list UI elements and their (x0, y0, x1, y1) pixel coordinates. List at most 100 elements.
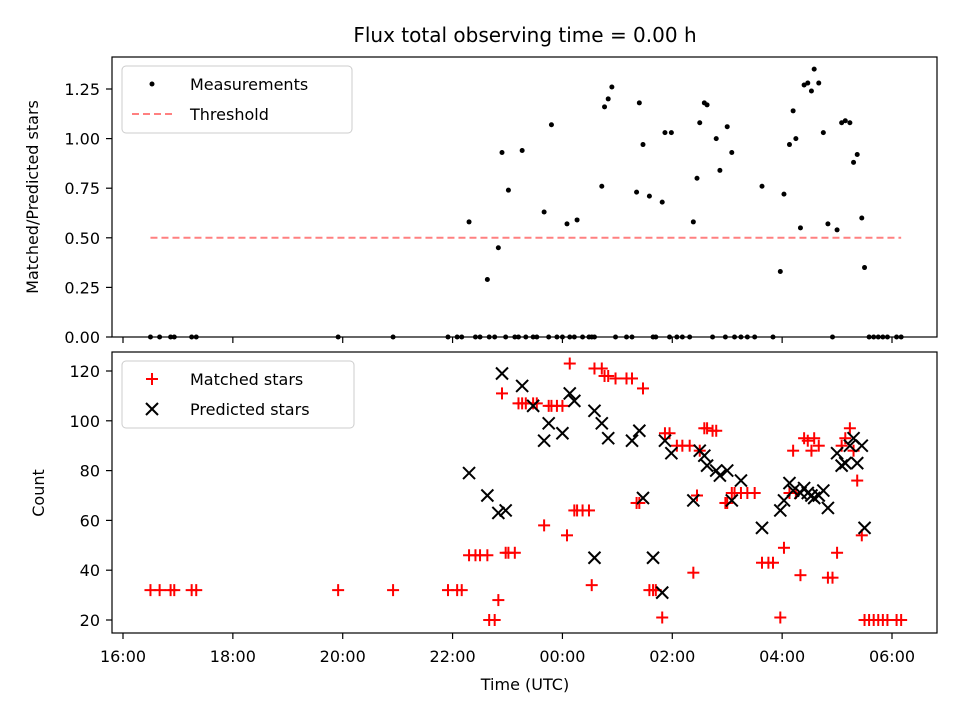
measurement-point (713, 136, 719, 142)
predicted-star-point (700, 458, 714, 473)
predicted-star-point (555, 426, 570, 440)
matched-star-point (777, 541, 790, 554)
measurement-point (640, 142, 646, 148)
measurement-point (847, 120, 853, 126)
top-panel: 0.00 0.25 0.50 0.75 1.00 1.25 Matched/Predict… (23, 56, 938, 347)
measurement-point (602, 104, 608, 110)
measurement-point (605, 96, 611, 102)
matched-star-point (538, 519, 551, 532)
measurement-point (634, 189, 640, 195)
matched-star-point (582, 504, 595, 517)
predicted-star-point (462, 466, 476, 480)
matched-star-point (794, 569, 807, 582)
measurement-point (466, 219, 472, 225)
predicted-star-point (686, 493, 701, 508)
measurement-point (851, 159, 857, 165)
matched-star-point (748, 487, 761, 500)
top-y-axis-label: Matched/Predicted stars (23, 100, 42, 294)
matched-star-point (801, 434, 814, 447)
measurement-point (781, 191, 787, 197)
predicted-star-point (541, 416, 556, 430)
x-axis-label: Time (UTC) (480, 675, 569, 694)
legend-predicted-label: Predicted stars (190, 400, 310, 419)
top-y-tick-label: 1.25 (64, 80, 100, 99)
measurement-point (777, 269, 783, 275)
matched-star-point (496, 387, 509, 400)
legend-matched-label: Matched stars (190, 370, 303, 389)
measurement-point (495, 245, 501, 251)
predicted-star-point (734, 473, 748, 488)
predicted-star-point (491, 506, 506, 520)
top-plot-area (147, 66, 904, 340)
measurement-point (636, 100, 642, 106)
predicted-star-point (720, 463, 734, 478)
predicted-star-point (646, 551, 660, 565)
predicted-star-point (773, 503, 788, 518)
top-y-tick-label: 1.00 (64, 130, 100, 149)
x-tick-label: 22:00 (430, 647, 476, 666)
predicted-star-point (843, 438, 857, 453)
matched-star-point (808, 432, 821, 445)
predicted-star-point (601, 431, 615, 445)
measurement-point (859, 215, 865, 221)
x-tick-label: 18:00 (210, 647, 256, 666)
matched-star-point (710, 424, 723, 437)
matched-star-point (831, 546, 844, 559)
legend-measurements-marker (149, 81, 155, 87)
matched-star-point (455, 584, 468, 597)
matched-star-point (626, 372, 639, 385)
matched-star-point (561, 529, 574, 542)
bottom-plot-area (144, 357, 908, 626)
measurement-point (717, 167, 723, 173)
top-y-tick-label: 0.50 (64, 229, 100, 248)
predicted-star-point (816, 483, 831, 498)
matched-star-point (805, 444, 818, 457)
measurement-point (548, 122, 554, 128)
measurement-point (786, 142, 792, 148)
predicted-star-point (755, 521, 769, 535)
legend-predicted-marker (145, 402, 159, 416)
measurement-point (541, 209, 547, 215)
predicted-star-point (838, 456, 853, 470)
predicted-star-point (632, 424, 647, 438)
measurement-point (574, 217, 580, 223)
top-y-tick-label: 0.25 (64, 278, 100, 297)
measurement-point (759, 183, 765, 189)
predicted-star-point (664, 446, 679, 460)
matched-star-point (701, 422, 714, 435)
top-y-tick-label: 0.75 (64, 179, 100, 198)
measurement-point (505, 187, 511, 193)
measurement-point (839, 120, 845, 126)
measurement-point (564, 221, 570, 227)
measurement-point (825, 221, 831, 227)
predicted-star-point (526, 399, 540, 413)
measurement-point (790, 108, 796, 114)
measurement-point (662, 130, 668, 136)
predicted-star-point (587, 551, 602, 565)
measurement-point (729, 149, 735, 155)
x-tick-label: 00:00 (539, 647, 585, 666)
bottom-legend-frame (121, 360, 355, 429)
matched-star-point (488, 614, 501, 626)
predicted-star-point (855, 438, 869, 453)
measurement-point (646, 193, 652, 199)
measurement-point (499, 149, 505, 155)
measurement-point (668, 130, 674, 136)
predicted-star-point (636, 491, 650, 505)
matched-star-point (609, 372, 622, 385)
bottom-axes-frame (111, 351, 938, 634)
bottom-y-tick-label: 60 (80, 511, 100, 530)
x-tick-label: 04:00 (759, 647, 805, 666)
top-y-tick-label: 0.00 (64, 328, 100, 347)
measurement-point (842, 118, 848, 124)
measurement-point (690, 219, 696, 225)
matched-star-point (774, 611, 787, 624)
top-y-axis: 0.00 0.25 0.50 0.75 1.00 1.25 (64, 80, 112, 347)
matched-star-point (168, 584, 181, 597)
predicted-star-point (821, 501, 835, 515)
bottom-y-axis-label: Count (29, 469, 48, 517)
measurement-point (854, 151, 860, 157)
measurement-point (811, 66, 817, 72)
bottom-y-tick-label: 100 (69, 412, 100, 431)
